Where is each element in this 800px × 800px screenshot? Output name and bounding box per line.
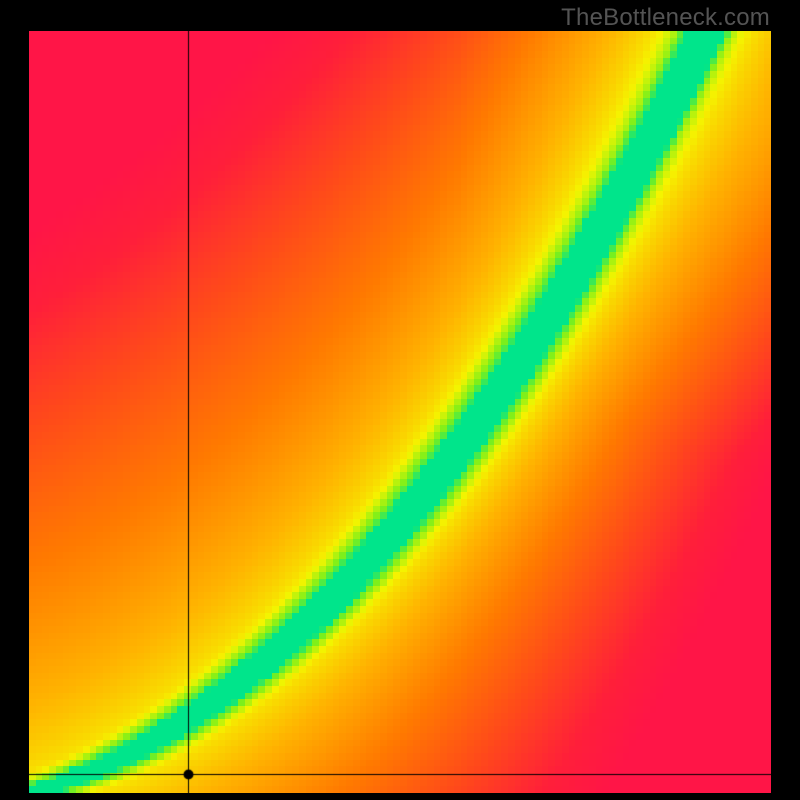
watermark-text: TheBottleneck.com <box>561 4 770 32</box>
bottleneck-heatmap <box>29 31 771 793</box>
chart-container: TheBottleneck.com <box>0 0 800 800</box>
